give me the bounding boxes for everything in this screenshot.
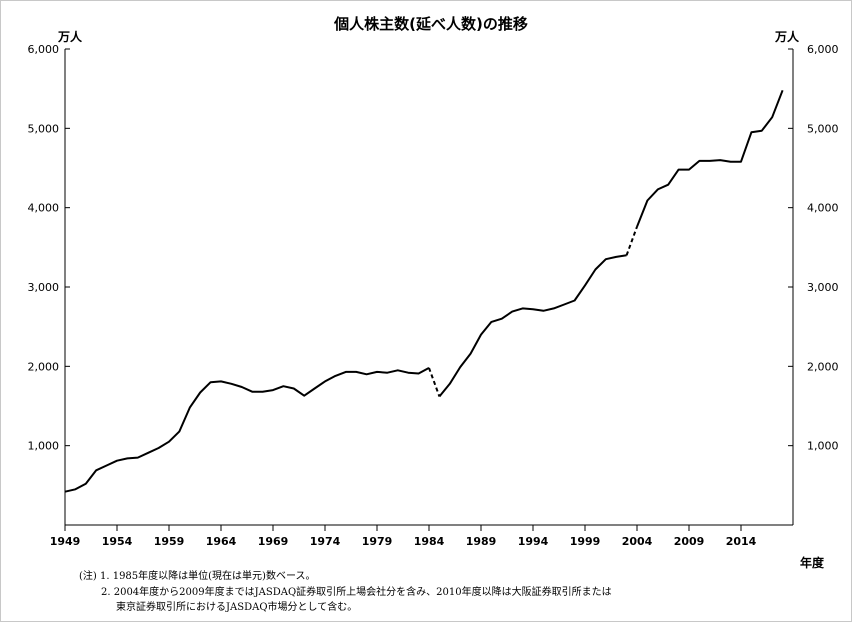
x-tick-label: 1994 (518, 535, 549, 548)
y-tick-label-left: 3,000 (28, 281, 60, 294)
x-tick-label: 1974 (310, 535, 341, 548)
x-tick-label: 1984 (414, 535, 445, 548)
y-tick-labels: 1,000 1,000 2,000 2,000 3,000 3,000 4,000 4,000… (28, 43, 839, 453)
y-unit-left: 万人 (57, 29, 83, 44)
y-tick-label-right: 5,000 (807, 122, 839, 135)
x-tick-label: 1964 (206, 535, 237, 548)
series-lines (64, 89, 784, 493)
y-tick-label-left: 4,000 (28, 202, 60, 215)
y-tick-label-right: 1,000 (807, 440, 839, 453)
x-tick-label: 2004 (622, 535, 653, 548)
series-line-dashed (428, 367, 441, 397)
chart-title: 個人株主数(延べ人数)の推移 (333, 15, 528, 33)
y-tick-label-left: 1,000 (28, 440, 60, 453)
series-line (64, 367, 430, 493)
x-tick-label: 2009 (674, 535, 705, 548)
x-tick-label: 1979 (362, 535, 393, 548)
y-tick-label-right: 4,000 (807, 202, 839, 215)
series-line (636, 89, 784, 228)
y-tick-label-right: 6,000 (807, 43, 839, 56)
x-tick-label: 2014 (726, 535, 757, 548)
y-tick-label-left: 5,000 (28, 122, 60, 135)
x-tick-label: 1999 (570, 535, 601, 548)
x-tick-label: 1969 (258, 535, 289, 548)
y-unit-right: 万人 (774, 29, 800, 44)
series-line (438, 254, 627, 398)
x-axis-label: 年度 (800, 555, 825, 570)
x-tick-label: 1989 (466, 535, 497, 548)
x-tick-label: 1954 (102, 535, 133, 548)
x-tick-label: 1959 (154, 535, 185, 548)
y-tick-label-right: 3,000 (807, 281, 839, 294)
note-1: (注) 1. 1985年度以降は単位(現在は単元)数ベース。 (79, 569, 315, 582)
note-2: 2. 2004年度から2009年度まではJASDAQ証券取引所上場会社分を含み、… (101, 585, 612, 598)
note-3: 東京証券取引所におけるJASDAQ市場分として含む。 (116, 600, 357, 613)
x-tick-label: 1949 (50, 535, 81, 548)
y-tick-label-left: 2,000 (28, 360, 60, 373)
y-tick-label-right: 2,000 (807, 360, 839, 373)
axes (64, 48, 794, 531)
series-line-dashed (625, 226, 638, 256)
x-tick-labels: 1949 1954 1959 1964 1969 1974 1979 1984 1989 1994… (50, 535, 757, 548)
y-tick-label-left: 6,000 (28, 43, 60, 56)
